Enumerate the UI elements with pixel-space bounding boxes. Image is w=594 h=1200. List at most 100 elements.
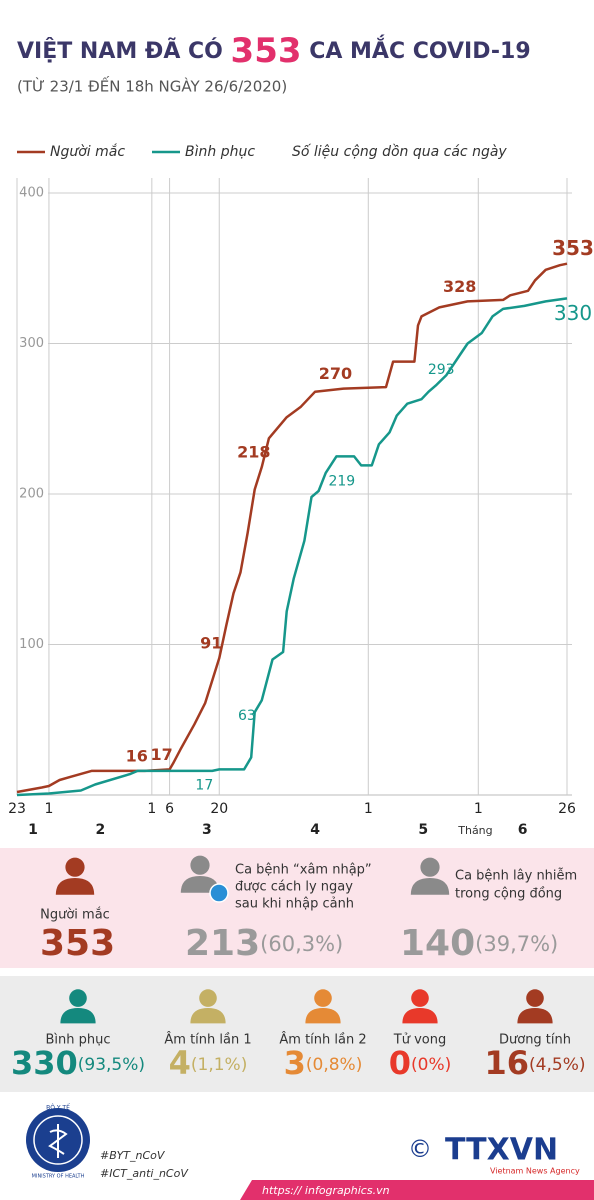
logo-symbol bbox=[48, 1124, 68, 1158]
month-label: 4 bbox=[310, 822, 320, 838]
globe-icon bbox=[209, 883, 229, 903]
value-label: 17 bbox=[150, 745, 172, 764]
person-icon-body bbox=[60, 1008, 96, 1024]
x-tick-label: 26 bbox=[558, 801, 576, 817]
person-icon-head bbox=[65, 857, 85, 877]
stat-number: 353 bbox=[40, 923, 115, 964]
stat-label: Ca bệnh lây nhiễm bbox=[455, 869, 577, 884]
person-icon-head bbox=[526, 989, 544, 1007]
stat-label: Bình phục bbox=[45, 1033, 110, 1048]
stat-value: 330 bbox=[11, 1044, 78, 1082]
stat-label: trong cộng đồng bbox=[455, 887, 562, 902]
status-panel-bg bbox=[0, 976, 594, 1092]
x-tick-label: 20 bbox=[210, 801, 228, 817]
stat-label: Dương tính bbox=[499, 1033, 571, 1048]
y-tick-label: 100 bbox=[19, 637, 44, 652]
series-line bbox=[16, 262, 568, 794]
stat-label: Người mắc bbox=[40, 908, 110, 923]
stat-share: (60,3%) bbox=[260, 932, 343, 956]
stat-number: 3(0,8%) bbox=[284, 1044, 363, 1082]
title: VIỆT NAM ĐÃ CÓ 353 CA MẮC COVID-19 bbox=[17, 31, 531, 71]
stat-value: 353 bbox=[40, 923, 115, 964]
url-strip bbox=[240, 1180, 594, 1200]
stat-number: 4(1,1%) bbox=[169, 1044, 248, 1082]
value-label: 270 bbox=[319, 364, 352, 383]
person-icon-body bbox=[305, 1008, 341, 1024]
person-icon-head bbox=[69, 989, 87, 1007]
copyright: © bbox=[408, 1135, 432, 1163]
value-label: 293 bbox=[428, 362, 455, 378]
person-icon-body bbox=[402, 1008, 438, 1024]
stat-share: (0%) bbox=[411, 1055, 451, 1075]
x-tick-label: 1 bbox=[44, 801, 53, 817]
logo-ring bbox=[33, 1115, 83, 1165]
person-icon-body bbox=[180, 876, 220, 893]
ministry-name: BỘ Y TẾ bbox=[46, 1104, 70, 1112]
month-label: 3 bbox=[202, 822, 212, 838]
value-label: 63 bbox=[238, 708, 256, 724]
stat-share: (1,1%) bbox=[191, 1055, 247, 1075]
person-icon-head bbox=[411, 989, 429, 1007]
month-label: 2 bbox=[96, 822, 106, 838]
x-tick-label: 6 bbox=[165, 801, 174, 817]
x-tick-label: 23 bbox=[8, 801, 26, 817]
stat-value: 3 bbox=[284, 1044, 306, 1082]
stat-value: 16 bbox=[485, 1044, 530, 1082]
person-icon-head bbox=[314, 989, 332, 1007]
stat-label: sau khi nhập cảnh bbox=[235, 897, 354, 912]
stat-value: 140 bbox=[400, 923, 475, 964]
month-label: 5 bbox=[418, 822, 428, 838]
value-label: 218 bbox=[237, 442, 270, 461]
agency-logo: TTXVN bbox=[445, 1133, 558, 1168]
subtitle: (TỪ 23/1 ĐẾN 18h NGÀY 26/6/2020) bbox=[17, 75, 287, 96]
month-label: 1 bbox=[28, 822, 38, 838]
legend-label: Người mắc bbox=[50, 143, 125, 160]
value-label: 328 bbox=[443, 277, 476, 296]
stat-label: Ca bệnh “xâm nhập” bbox=[235, 863, 372, 878]
stat-value: 213 bbox=[185, 923, 260, 964]
person-icon-body bbox=[190, 1008, 226, 1024]
value-label: 91 bbox=[200, 634, 222, 653]
stat-label: Âm tính lần 1 bbox=[164, 1032, 251, 1048]
title-start: VIỆT NAM ĐÃ CÓ bbox=[17, 37, 223, 64]
stat-number: 0(0%) bbox=[389, 1044, 452, 1082]
legend-label: Bình phục bbox=[185, 144, 255, 160]
title-number: 353 bbox=[231, 31, 302, 71]
value-label: 17 bbox=[195, 777, 213, 793]
stat-share: (93,5%) bbox=[78, 1055, 145, 1075]
hashtag: #BYT_nCoV bbox=[100, 1149, 166, 1162]
series-line bbox=[16, 297, 568, 797]
stat-number: 16(4,5%) bbox=[485, 1044, 586, 1082]
value-label: 16 bbox=[126, 746, 148, 765]
y-tick-label: 300 bbox=[19, 336, 44, 351]
cases-panel-bg bbox=[0, 848, 594, 968]
value-label: 353 bbox=[552, 236, 594, 260]
person-icon-body bbox=[410, 878, 450, 895]
stat-label: Tử vong bbox=[393, 1033, 446, 1048]
person-icon-head bbox=[190, 855, 210, 875]
stat-value: 4 bbox=[169, 1044, 191, 1082]
month-label: 6 bbox=[518, 822, 528, 838]
person-icon-body bbox=[55, 878, 95, 895]
stat-label: Âm tính lần 2 bbox=[279, 1032, 366, 1048]
stat-share: (0,8%) bbox=[306, 1055, 362, 1075]
x-tick-label: 1 bbox=[474, 801, 483, 817]
stat-number: 213(60,3%) bbox=[185, 923, 343, 964]
person-icon-head bbox=[420, 857, 440, 877]
value-label: 330 bbox=[554, 301, 592, 325]
x-axis-label: Tháng bbox=[457, 824, 492, 837]
title-end: CA MẮC COVID-19 bbox=[309, 35, 530, 64]
stat-number: 330(93,5%) bbox=[11, 1044, 145, 1082]
y-tick-label: 400 bbox=[19, 186, 44, 201]
person-icon-body bbox=[517, 1008, 553, 1024]
hashtag: #ICT_anti_nCoV bbox=[100, 1167, 189, 1180]
x-tick-label: 1 bbox=[147, 801, 156, 817]
stat-value: 0 bbox=[389, 1044, 411, 1082]
x-tick-label: 1 bbox=[364, 801, 373, 817]
stat-share: (39,7%) bbox=[475, 932, 558, 956]
url: https:// infographics.vn bbox=[262, 1184, 390, 1197]
stat-label: được cách ly ngay bbox=[235, 880, 353, 895]
y-tick-label: 200 bbox=[19, 487, 44, 502]
ministry-name-en: MINISTRY OF HEALTH bbox=[32, 1174, 85, 1180]
